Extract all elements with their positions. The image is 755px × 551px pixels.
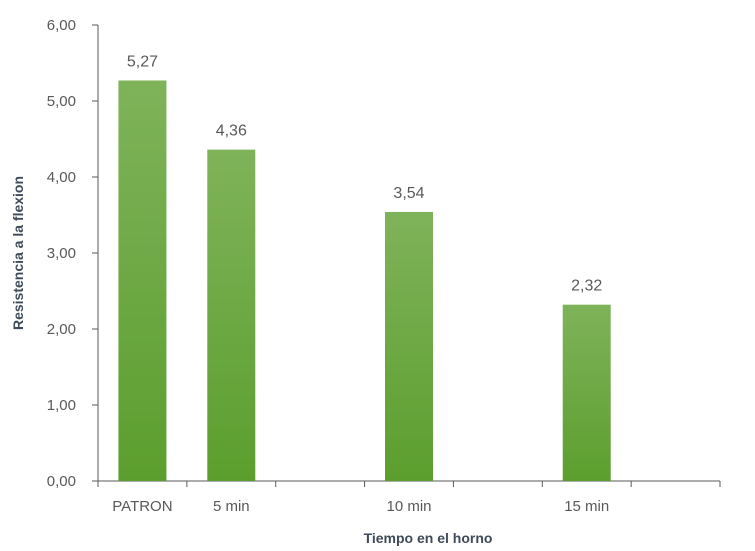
y-tick-label: 4,00 (47, 169, 76, 186)
x-tick-label: 15 min (564, 498, 609, 515)
x-axis-title: Tiempo en el horno (364, 530, 493, 546)
x-tick-label: PATRON (112, 498, 172, 515)
y-axis-title: Resistencia a la flexion (10, 176, 26, 330)
y-tick-label: 5,00 (47, 93, 76, 110)
y-tick-label: 0,00 (47, 473, 76, 490)
bar (385, 211, 433, 481)
bars (118, 80, 611, 481)
y-tick-label: 3,00 (47, 245, 76, 262)
y-axis-ticks: 0,00 1,00 2,00 3,00 4,00 5,00 6,00 (47, 17, 98, 490)
x-tick-label: 10 min (386, 498, 431, 515)
data-label: 3,54 (393, 185, 424, 202)
bar (118, 80, 167, 481)
bar (207, 149, 256, 481)
data-label: 2,32 (571, 278, 602, 295)
y-tick-label: 1,00 (47, 397, 76, 414)
data-label: 5,27 (127, 53, 158, 70)
data-label: 4,36 (216, 123, 247, 140)
y-tick-label: 2,00 (47, 321, 76, 338)
y-tick-label: 6,00 (47, 17, 76, 34)
x-axis-ticks: PATRON 5 min 10 min 15 min (97, 481, 721, 515)
x-tick-label: 5 min (213, 498, 250, 515)
bar (562, 304, 611, 481)
data-labels: 5,27 4,36 3,54 2,32 (127, 53, 603, 294)
